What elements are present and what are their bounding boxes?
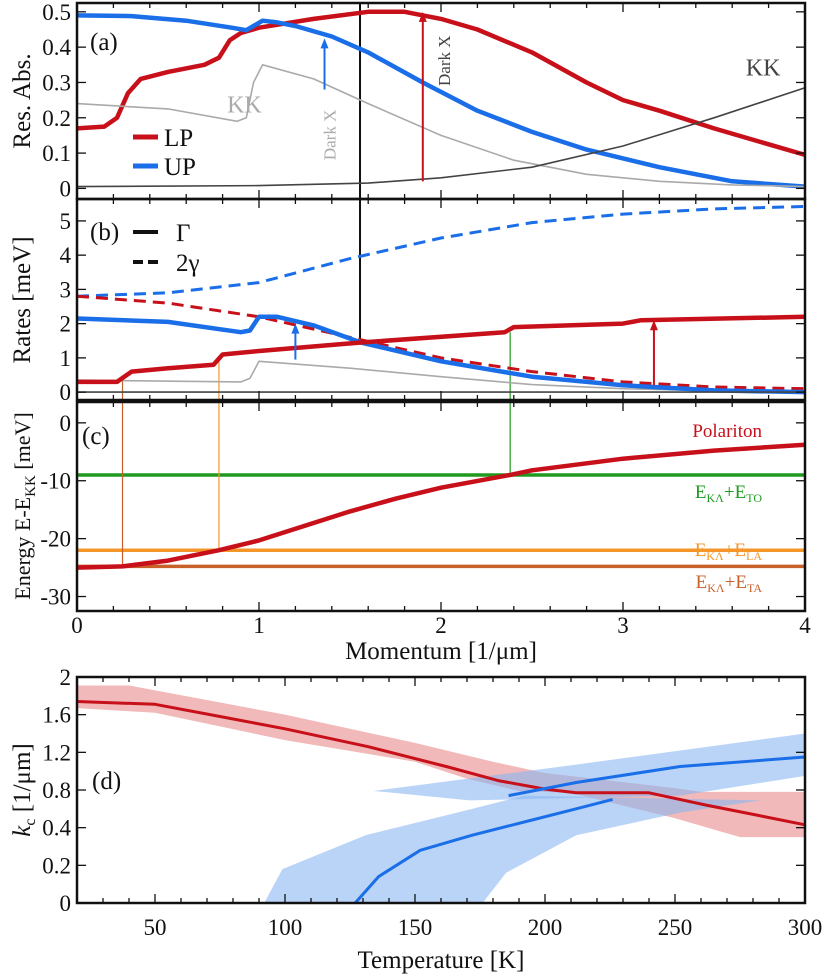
y-tick-label: 3 (60, 277, 72, 302)
y-tick-label: 0 (60, 380, 72, 405)
bands-layer (77, 685, 805, 903)
series-line (76, 294, 806, 391)
uncertainty-band (373, 733, 805, 801)
y-tick-label: -30 (40, 585, 71, 610)
plus-e: +E (725, 572, 747, 593)
y-tick-label: 0.2 (42, 853, 71, 878)
y-tick-label: 2 (60, 665, 72, 690)
e: E (696, 572, 708, 593)
y-tick-label: 1.2 (42, 740, 71, 765)
ylabel-tail: [meV] (10, 412, 35, 475)
y-tick-label: 5 (60, 209, 72, 234)
uncertainty-band (264, 795, 761, 903)
x-tick-label: 150 (398, 915, 433, 940)
y-tick-label: 0.5 (42, 0, 71, 25)
panel-d-x-axis-title: Temperature [K] (358, 947, 525, 974)
y-tick-label: 0.4 (42, 816, 71, 841)
plus-e: +E (724, 482, 746, 503)
legend-gamma-label: Γ (176, 220, 190, 247)
sub: LA (746, 549, 762, 563)
plus-e: +E (724, 540, 746, 561)
sub: TO (746, 491, 762, 505)
sub: TA (747, 581, 762, 595)
e: E (695, 482, 707, 503)
series-line (76, 64, 806, 188)
x-tick-label: 4 (799, 613, 811, 638)
arrow-head-icon (320, 38, 329, 49)
x-tick-label: 2 (435, 613, 447, 638)
shared-x-axis-title: Momentum [1/μm] (345, 638, 537, 665)
panel-a-y-axis-title: Res. Abs. (9, 53, 36, 148)
series-line (354, 797, 613, 904)
hline-label-la: EKΛ+ELA (695, 540, 763, 563)
panel-b-y-axis-title: Rates [meV] (9, 236, 36, 363)
x-tick-label: 300 (788, 915, 823, 940)
series-line (508, 755, 806, 798)
annotation-label: KK (746, 55, 781, 81)
series-line (77, 314, 806, 385)
y-tick-label: 0.8 (42, 778, 71, 803)
x-tick-label: 250 (658, 915, 693, 940)
series-line (76, 205, 806, 298)
y-tick-label: 0 (60, 176, 72, 201)
y-tick-label: 2 (60, 312, 72, 337)
series-line (76, 87, 806, 188)
legend-up-label: UP (164, 154, 196, 181)
y-tick-label: 0.4 (42, 35, 71, 60)
hline-label-to: EKΛ+ETO (695, 482, 762, 505)
series-line (76, 700, 806, 827)
y-tick-label: 4 (60, 243, 72, 268)
x-tick-label: 3 (617, 613, 629, 638)
y-tick-label: -20 (40, 527, 71, 552)
panel-c-y-axis-title: Energy E-EKK [meV] (10, 412, 39, 599)
y-tick-label: 1.6 (42, 703, 71, 728)
annotation-label: Dark X (320, 110, 339, 161)
x-tick-label: 1 (253, 613, 265, 638)
ylabel-k: k (9, 825, 36, 837)
panel-a-label: (a) (90, 29, 118, 56)
panel-c-label: (c) (82, 423, 110, 450)
panel-d-label: (d) (92, 768, 121, 795)
panel-d-y-axis-title: kc [1/μm] (9, 743, 39, 836)
panel-b-label: (b) (90, 219, 119, 246)
e: E (695, 540, 707, 561)
ylabel-tail: [1/μm] (9, 743, 36, 818)
sub: KΛ (707, 491, 725, 505)
arrow-head-icon (291, 323, 300, 334)
annotation-label: KK (227, 92, 262, 118)
ylabel-sub: KK (23, 475, 39, 497)
legend-lp-label: LP (164, 125, 193, 152)
legend-2gamma-label: 2γ (176, 250, 200, 277)
polariton-label: Polariton (692, 421, 762, 442)
y-tick-label: 0.3 (42, 70, 71, 95)
y-tick-label: 0 (60, 411, 72, 436)
x-tick-label: 100 (268, 915, 303, 940)
ylabel-main: Energy E-E (10, 497, 35, 600)
ylabel-sub: c (22, 818, 39, 825)
x-tick-label: 50 (144, 915, 167, 940)
plot-layer (75, 1, 807, 905)
sub: KΛ (707, 581, 725, 595)
arrow-head-icon (649, 320, 658, 331)
arrow-head-icon (418, 11, 427, 22)
text-layer: Momentum [1/μm] Temperature [K] Res. Abs… (9, 0, 822, 974)
annotation-label: Dark X (435, 35, 454, 86)
hline-label-ta: EKΛ+ETA (696, 572, 763, 595)
series-line (76, 442, 806, 570)
sub: KΛ (706, 549, 724, 563)
y-tick-label: 0.2 (42, 106, 71, 131)
x-tick-label: 200 (528, 915, 563, 940)
y-tick-label: 0 (60, 891, 72, 916)
x-tick-label: 0 (71, 613, 83, 638)
y-tick-label: -10 (40, 469, 71, 494)
series-line (76, 314, 806, 395)
y-tick-label: 1 (60, 346, 72, 371)
y-tick-label: 0.1 (42, 141, 71, 166)
series-line (76, 9, 806, 158)
series-line (76, 13, 806, 189)
